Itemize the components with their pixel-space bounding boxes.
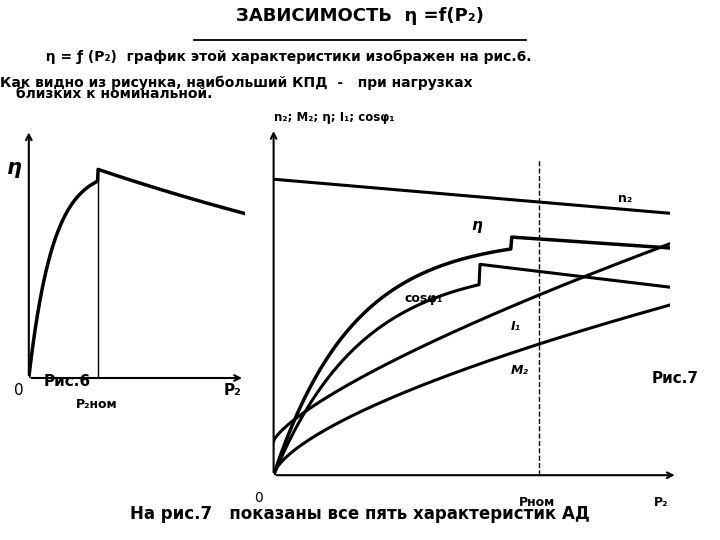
Text: 0: 0: [254, 491, 263, 505]
Text: P₂: P₂: [223, 383, 241, 399]
Text: n₂: n₂: [618, 192, 632, 205]
Text: Рис.7: Рис.7: [652, 372, 698, 387]
Text: На рис.7   показаны все пять характеристик АД: На рис.7 показаны все пять характеристик…: [130, 505, 590, 523]
Text: ЗАВИСИМОСТЬ  η =f(P₂): ЗАВИСИМОСТЬ η =f(P₂): [236, 7, 484, 25]
Text: P₂: P₂: [654, 496, 668, 509]
Text: Как видно из рисунка, наибольший КПД  -   при нагрузках: Как видно из рисунка, наибольший КПД - п…: [0, 76, 472, 90]
Text: I₁: I₁: [511, 320, 521, 334]
Text: cosφ₁: cosφ₁: [405, 292, 443, 305]
Text: P₂ном: P₂ном: [76, 398, 118, 411]
Text: n₂; M₂; η; I₁; cosφ₁: n₂; M₂; η; I₁; cosφ₁: [274, 111, 394, 124]
Text: Pном: Pном: [519, 496, 555, 509]
Text: Рис.6: Рис.6: [43, 374, 90, 389]
Text: η: η: [7, 158, 22, 178]
Text: 0: 0: [14, 383, 23, 399]
Text: η = ƒ (P₂)  график этой характеристики изображен на рис.6.: η = ƒ (P₂) график этой характеристики из…: [36, 50, 531, 64]
Text: близких к номинальной.: близких к номинальной.: [11, 86, 212, 100]
Text: M₂: M₂: [511, 363, 529, 376]
Text: η: η: [472, 218, 482, 233]
